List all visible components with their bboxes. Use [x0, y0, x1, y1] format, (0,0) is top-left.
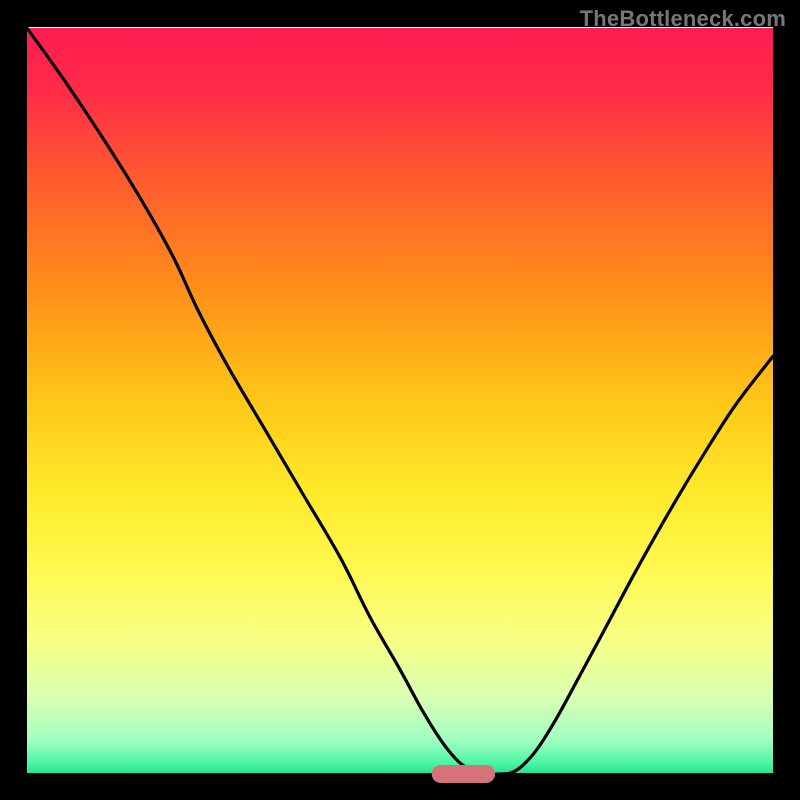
chart-background — [27, 28, 773, 774]
chart-canvas — [0, 0, 800, 800]
optimal-range-marker — [432, 765, 495, 783]
bottleneck-chart: TheBottleneck.com — [0, 0, 800, 800]
